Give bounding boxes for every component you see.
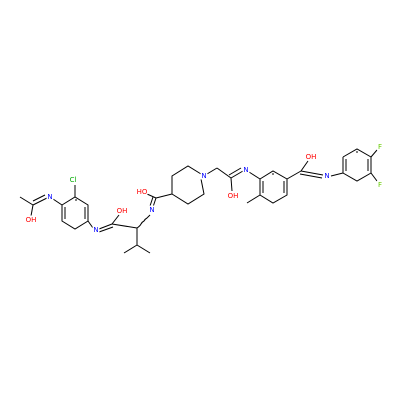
atom-label: F — [378, 181, 382, 189]
atom-label: OH — [228, 192, 239, 200]
atom-label: N — [93, 226, 98, 234]
atom-label: N — [149, 206, 154, 214]
atom-label: OH — [306, 153, 317, 161]
atom-label: N — [324, 172, 329, 180]
atom-label: OH — [117, 207, 128, 215]
atom-label: Cl — [70, 176, 77, 184]
atom-label: HO — [137, 188, 148, 196]
bonds — [19, 148, 378, 254]
atom-label: F — [378, 143, 382, 151]
atom-label: N — [243, 166, 248, 174]
atom-labels: OH N Cl N OH N HO N OH N OH N F F — [24, 142, 383, 236]
atom-label: N — [47, 193, 52, 201]
atom-label: OH — [26, 216, 37, 224]
atom-label: N — [201, 172, 206, 180]
